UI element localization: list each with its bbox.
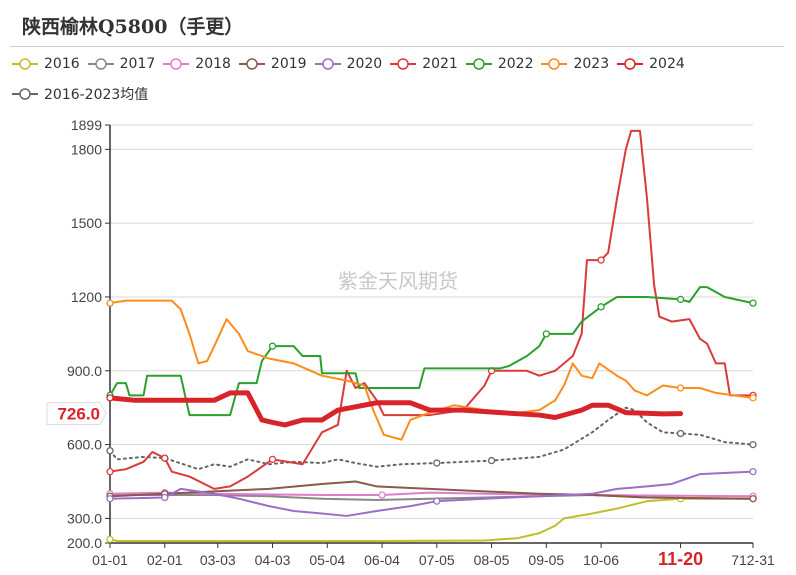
legend-marker-icon (465, 58, 492, 70)
data-point (597, 256, 605, 264)
data-point (487, 456, 496, 465)
legend-label: 2016 (44, 56, 80, 72)
data-point (676, 384, 685, 392)
data-point (106, 468, 114, 476)
legend-item-2017[interactable]: 2017 (87, 54, 156, 74)
legend-label: 2021 (422, 56, 458, 72)
legend-marker-icon (617, 58, 644, 70)
data-point (433, 459, 441, 467)
legend-item-2016-2023均值[interactable]: 2016-2023均值 (12, 84, 148, 104)
data-point (268, 342, 277, 350)
legend-item-2018[interactable]: 2018 (163, 54, 231, 74)
y-tick-label: 300.0 (67, 510, 102, 526)
series-line (107, 390, 684, 428)
data-point (433, 497, 441, 505)
series-2024 (106, 390, 684, 428)
data-point (106, 299, 114, 307)
y-tick-label: 900.0 (67, 363, 102, 379)
series-2022 (106, 286, 757, 417)
chart-title: 陕西榆林Q5800（手更） (22, 16, 244, 38)
series-line (109, 286, 754, 417)
legend-marker-icon (390, 58, 417, 70)
y-tick-label: 1200 (71, 289, 102, 305)
series-line (109, 497, 754, 543)
legend-marker-icon (87, 58, 114, 70)
series-line (109, 480, 754, 500)
legend-label: 2017 (119, 56, 156, 72)
y-tick-label: 600.0 (67, 437, 102, 453)
data-point (597, 303, 605, 311)
legend-item-2023[interactable]: 2023 (541, 54, 609, 74)
y-tick-label: 1899 (71, 117, 102, 133)
legend-item-2024[interactable]: 2024 (617, 54, 685, 74)
data-point (106, 447, 114, 455)
legend-label: 2020 (346, 56, 383, 72)
x-tick-label: 06-04 (364, 552, 400, 568)
data-point (749, 468, 757, 476)
series-2023 (106, 299, 757, 441)
data-point (749, 495, 757, 503)
series-line (109, 129, 754, 490)
y-tick-label: 200.0 (67, 535, 102, 551)
y-highlight-label: 726.0 (57, 405, 100, 424)
legend-marker-icon (12, 88, 38, 100)
series-line (109, 406, 754, 471)
series-2021 (106, 129, 757, 490)
data-point (676, 295, 685, 304)
legend-item-2022[interactable]: 2022 (465, 54, 534, 74)
series-2020 (106, 468, 757, 517)
legend-marker-icon (541, 58, 568, 70)
legend-item-2019[interactable]: 2019 (238, 54, 307, 74)
x-tick-label: 712-31 (731, 552, 775, 568)
legend-item-2021[interactable]: 2021 (390, 54, 458, 74)
legend-label: 2016-2023均值 (44, 87, 149, 103)
series-line (109, 470, 754, 517)
x-tick-label: 10-06 (583, 552, 619, 568)
legend-label: 2019 (270, 56, 307, 72)
legend-marker-icon (12, 58, 38, 70)
x-tick-label: 03-03 (200, 552, 236, 568)
legend-marker-icon (314, 58, 341, 70)
x-tick-label: 07-05 (419, 552, 455, 568)
x-highlight-label: 11-20 (658, 549, 703, 569)
legend-marker-icon (163, 58, 190, 70)
data-point (106, 535, 114, 543)
y-highlight-box (46, 402, 107, 426)
legend-label: 2022 (497, 56, 534, 72)
data-point (106, 495, 114, 503)
series-2016-2023均值 (106, 406, 757, 471)
data-point (161, 454, 169, 462)
legend-label: 2018 (195, 56, 231, 72)
legend-marker-icon (238, 58, 265, 70)
x-tick-label: 05-04 (309, 552, 345, 568)
x-tick-label: 01-01 (92, 552, 128, 568)
data-point (161, 493, 169, 502)
x-tick-label: 09-05 (528, 552, 564, 568)
data-point (268, 455, 277, 464)
data-point (749, 299, 757, 307)
y-tick-label: 1500 (71, 215, 102, 231)
legend-item-2020[interactable]: 2020 (314, 54, 383, 74)
data-point (676, 429, 685, 438)
x-tick-label: 08-05 (474, 552, 510, 568)
data-point (378, 491, 386, 499)
y-tick-label: 1800 (71, 141, 102, 157)
data-point (106, 394, 114, 402)
data-point (749, 440, 757, 449)
watermark: 紫金天风期货 (338, 269, 458, 293)
legend-item-2016[interactable]: 2016 (12, 54, 80, 74)
legend-label: 2024 (649, 56, 685, 72)
x-tick-label: 02-01 (147, 552, 183, 568)
series-line (109, 299, 754, 441)
x-tick-label: 04-03 (255, 552, 291, 568)
data-point (749, 394, 757, 402)
legend: 2016 2017 2018 2019 2020 2021 2022 2023 2024 2016… (12, 54, 792, 114)
title-divider (10, 46, 784, 47)
data-point (542, 330, 550, 338)
legend-label: 2023 (573, 56, 610, 72)
